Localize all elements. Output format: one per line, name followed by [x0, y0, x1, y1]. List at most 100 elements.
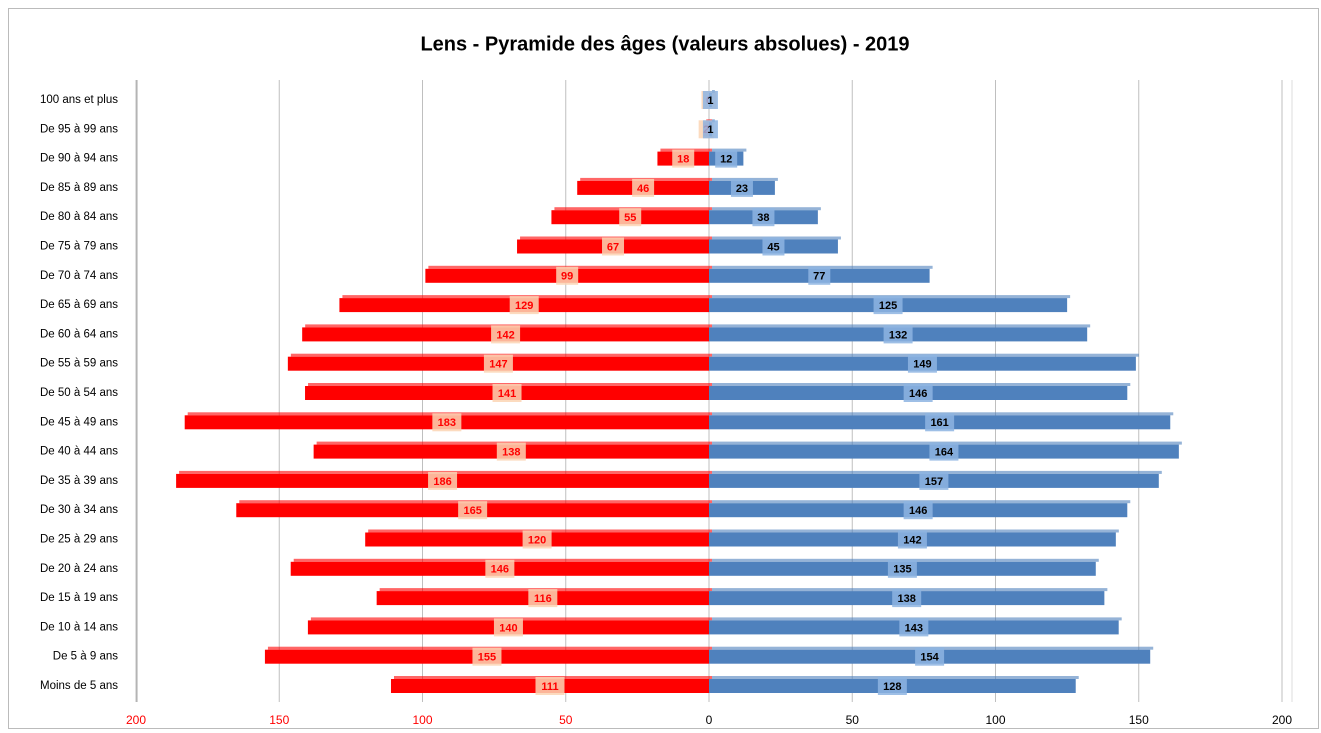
data-label: 154 — [920, 652, 939, 664]
y-tick-label: De 55 à 59 ans — [40, 358, 118, 370]
data-label-box — [752, 208, 775, 227]
data-label-box — [492, 384, 522, 402]
data-label-box — [925, 413, 955, 432]
data-label: 67 — [607, 241, 619, 253]
x-tick-label: 100 — [412, 713, 432, 727]
y-tick-label: De 90 à 94 ans — [40, 153, 118, 165]
data-label-box — [715, 149, 738, 168]
x-tick-label: 150 — [1129, 713, 1149, 727]
data-label: 77 — [813, 271, 825, 283]
data-label: 46 — [637, 183, 649, 195]
data-label-box — [762, 237, 785, 256]
y-tick-label: De 35 à 39 ans — [40, 475, 118, 487]
data-label-box — [907, 354, 937, 373]
data-label-box — [493, 618, 523, 637]
data-label-box — [903, 501, 933, 520]
y-tick-label: De 45 à 49 ans — [40, 416, 118, 428]
data-label: 138 — [502, 447, 520, 459]
data-label-box — [877, 677, 907, 695]
data-label: 146 — [491, 564, 509, 576]
x-tick-label: 200 — [126, 713, 146, 727]
data-label: 129 — [515, 300, 533, 312]
data-label: 38 — [757, 212, 769, 224]
data-label: 140 — [499, 622, 517, 634]
data-label-box — [915, 647, 945, 666]
data-label: 12 — [720, 154, 732, 166]
y-tick-label: De 80 à 84 ans — [40, 211, 118, 223]
data-label: 186 — [433, 476, 451, 488]
data-label: 142 — [496, 329, 514, 341]
y-tick-label: Moins de 5 ans — [40, 680, 118, 692]
data-label-box — [428, 471, 458, 490]
data-label: 1 — [707, 124, 713, 136]
data-label-box — [897, 530, 927, 549]
data-label: 146 — [909, 505, 927, 517]
y-tick-label: De 5 à 9 ans — [53, 651, 118, 663]
data-label-box — [903, 384, 933, 402]
data-label: 165 — [463, 505, 481, 517]
data-label-box — [535, 677, 565, 695]
data-label-box — [929, 442, 959, 461]
data-label-box — [483, 354, 513, 373]
data-label-box — [432, 413, 462, 432]
data-label-box — [887, 559, 917, 578]
x-tick-label: 150 — [269, 713, 289, 727]
data-label-box — [730, 178, 753, 197]
data-label: 142 — [903, 534, 921, 546]
y-tick-label: De 30 à 34 ans — [40, 504, 118, 516]
x-tick-label: 50 — [559, 713, 573, 727]
data-label-box — [496, 442, 526, 461]
data-label-box — [619, 208, 642, 227]
data-label: 111 — [541, 681, 558, 693]
data-label-box — [892, 589, 922, 608]
data-label-box — [528, 589, 558, 608]
data-label-box — [919, 471, 949, 490]
data-label-box — [899, 618, 929, 637]
data-label-box — [702, 91, 718, 109]
y-tick-label: De 10 à 14 ans — [40, 621, 118, 633]
data-label-box — [702, 120, 718, 139]
y-tick-label: De 60 à 64 ans — [40, 328, 118, 340]
y-tick-label: De 25 à 29 ans — [40, 534, 118, 546]
data-label: 146 — [909, 388, 927, 400]
data-label: 55 — [624, 212, 636, 224]
data-label: 164 — [935, 447, 954, 459]
data-label: 45 — [767, 241, 779, 253]
data-label-box — [808, 266, 831, 285]
y-tick-label: De 40 à 44 ans — [40, 446, 118, 458]
data-label: 18 — [677, 154, 689, 166]
y-tick-label: De 70 à 74 ans — [40, 270, 118, 282]
data-label: 1 — [707, 95, 713, 107]
data-label: 138 — [898, 593, 916, 605]
data-label-box — [509, 296, 539, 315]
y-tick-label: De 50 à 54 ans — [40, 387, 118, 399]
y-tick-label: De 20 à 24 ans — [40, 563, 118, 575]
data-label: 128 — [883, 681, 901, 693]
data-label: 99 — [561, 271, 573, 283]
data-label: 155 — [478, 652, 496, 664]
data-label: 143 — [905, 622, 923, 634]
data-label: 135 — [893, 564, 911, 576]
data-label-box — [873, 296, 903, 315]
data-label: 116 — [534, 593, 552, 605]
data-label: 120 — [528, 534, 546, 546]
data-label-box — [472, 647, 502, 666]
y-tick-label: De 75 à 79 ans — [40, 241, 118, 253]
y-tick-label: De 95 à 99 ans — [40, 123, 118, 135]
data-label-box — [485, 559, 515, 578]
data-label-box — [632, 178, 655, 197]
data-label-box — [491, 325, 521, 344]
data-label: 132 — [889, 329, 907, 341]
data-label: 23 — [736, 183, 748, 195]
data-label-box — [458, 501, 488, 520]
data-label-box — [883, 325, 913, 344]
data-label: 183 — [438, 417, 456, 429]
data-label: 125 — [879, 300, 897, 312]
data-label-box — [522, 530, 552, 549]
data-label: 149 — [913, 359, 931, 371]
y-tick-label: 100 ans et plus — [40, 94, 118, 106]
x-tick-label: 200 — [1272, 713, 1292, 727]
data-label: 141 — [498, 388, 516, 400]
data-label-box — [672, 149, 695, 168]
